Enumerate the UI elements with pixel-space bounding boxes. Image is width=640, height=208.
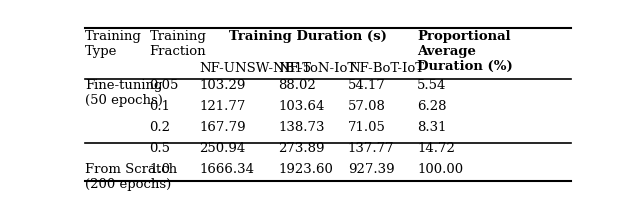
Text: 0.2: 0.2 xyxy=(150,121,170,134)
Text: NF-ToN-IoT: NF-ToN-IoT xyxy=(278,62,356,75)
Text: Training
Type: Training Type xyxy=(85,30,142,58)
Text: 121.77: 121.77 xyxy=(199,100,245,113)
Text: 1.0: 1.0 xyxy=(150,163,170,176)
Text: 71.05: 71.05 xyxy=(348,121,386,134)
Text: 927.39: 927.39 xyxy=(348,163,394,176)
Text: Training
Fraction: Training Fraction xyxy=(150,30,206,58)
Text: Proportional
Average
Duration (%): Proportional Average Duration (%) xyxy=(417,30,513,73)
Text: 0.05: 0.05 xyxy=(150,79,179,92)
Text: 138.73: 138.73 xyxy=(278,121,325,134)
Text: 6.28: 6.28 xyxy=(417,100,447,113)
Text: 137.77: 137.77 xyxy=(348,142,394,155)
Text: 100.00: 100.00 xyxy=(417,163,463,176)
Text: 14.72: 14.72 xyxy=(417,142,455,155)
Text: 57.08: 57.08 xyxy=(348,100,386,113)
Text: 8.31: 8.31 xyxy=(417,121,447,134)
Text: 103.64: 103.64 xyxy=(278,100,324,113)
Text: 273.89: 273.89 xyxy=(278,142,325,155)
Text: 88.02: 88.02 xyxy=(278,79,316,92)
Text: NF-BoT-IoT: NF-BoT-IoT xyxy=(348,62,424,75)
Text: Training Duration (s): Training Duration (s) xyxy=(229,30,387,43)
Text: NF-UNSW-NB15: NF-UNSW-NB15 xyxy=(199,62,311,75)
Text: 0.1: 0.1 xyxy=(150,100,170,113)
Text: 5.54: 5.54 xyxy=(417,79,447,92)
Text: 0.5: 0.5 xyxy=(150,142,170,155)
Text: 167.79: 167.79 xyxy=(199,121,246,134)
Text: 103.29: 103.29 xyxy=(199,79,245,92)
Text: 250.94: 250.94 xyxy=(199,142,245,155)
Text: Fine-tuning
(50 epochs): Fine-tuning (50 epochs) xyxy=(85,79,163,107)
Text: 1923.60: 1923.60 xyxy=(278,163,333,176)
Text: From Scratch
(200 epochs): From Scratch (200 epochs) xyxy=(85,163,177,191)
Text: 1666.34: 1666.34 xyxy=(199,163,254,176)
Text: 54.17: 54.17 xyxy=(348,79,386,92)
